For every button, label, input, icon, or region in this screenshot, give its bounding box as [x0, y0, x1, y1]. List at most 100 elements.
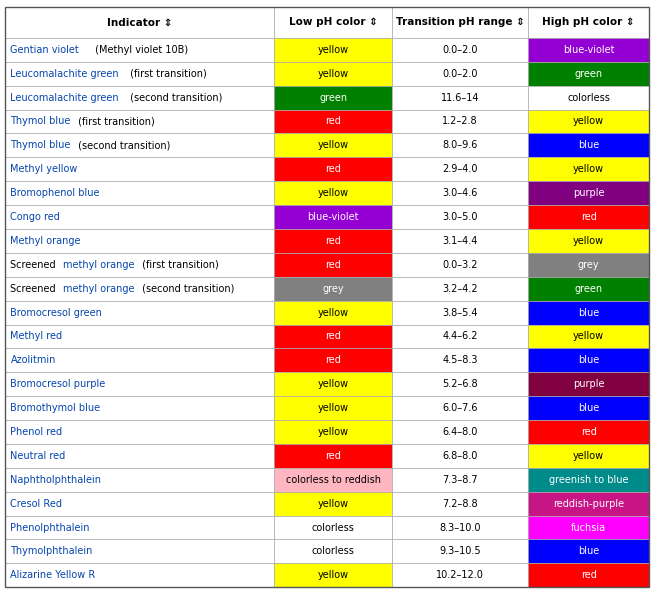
Text: blue: blue	[578, 140, 599, 150]
Text: Gentian violet: Gentian violet	[10, 45, 79, 55]
Text: purple: purple	[573, 379, 604, 389]
Bar	[5, 38, 274, 62]
Bar	[274, 205, 392, 229]
Text: yellow: yellow	[318, 403, 349, 413]
Bar	[392, 110, 528, 133]
Bar	[528, 62, 649, 86]
Text: blue: blue	[578, 308, 599, 317]
Bar	[274, 157, 392, 181]
Bar	[274, 253, 392, 276]
Text: yellow: yellow	[573, 451, 604, 461]
Bar	[5, 492, 274, 516]
Bar	[5, 86, 274, 110]
Text: Congo red: Congo red	[10, 212, 60, 222]
Bar	[274, 420, 392, 444]
Text: Thymol blue: Thymol blue	[10, 140, 71, 150]
Text: reddish-purple: reddish-purple	[553, 498, 624, 509]
Text: green: green	[319, 92, 347, 102]
Text: 4.5–8.3: 4.5–8.3	[443, 355, 478, 365]
Text: Phenolphthalein: Phenolphthalein	[10, 523, 90, 533]
Bar	[528, 420, 649, 444]
Bar	[528, 396, 649, 420]
Bar	[392, 420, 528, 444]
Text: 7.2–8.8: 7.2–8.8	[442, 498, 478, 509]
Bar	[392, 492, 528, 516]
Bar	[5, 229, 274, 253]
Bar	[528, 324, 649, 349]
Bar	[392, 539, 528, 564]
Text: red: red	[325, 117, 341, 127]
Bar	[274, 38, 392, 62]
Bar	[274, 349, 392, 372]
Text: fuchsia: fuchsia	[571, 523, 606, 533]
Text: 3.1–4.4: 3.1–4.4	[443, 236, 478, 246]
Text: 9.3–10.5: 9.3–10.5	[439, 546, 481, 556]
Bar	[274, 396, 392, 420]
Text: yellow: yellow	[318, 498, 349, 509]
Bar	[392, 516, 528, 539]
Bar	[392, 205, 528, 229]
Text: Low pH color ⇕: Low pH color ⇕	[288, 18, 377, 27]
Text: colorless: colorless	[567, 92, 610, 102]
Text: Neutral red: Neutral red	[10, 451, 65, 461]
Text: red: red	[581, 212, 596, 222]
Bar	[392, 349, 528, 372]
Bar	[5, 157, 274, 181]
Bar	[5, 205, 274, 229]
Text: 6.0–7.6: 6.0–7.6	[443, 403, 478, 413]
Text: yellow: yellow	[318, 188, 349, 198]
Bar	[528, 444, 649, 468]
Bar	[5, 349, 274, 372]
Text: 3.0–4.6: 3.0–4.6	[443, 188, 478, 198]
Text: yellow: yellow	[318, 570, 349, 580]
Bar	[392, 468, 528, 492]
Bar	[274, 86, 392, 110]
Bar	[5, 301, 274, 324]
Bar	[392, 229, 528, 253]
Text: yellow: yellow	[573, 117, 604, 127]
Bar	[274, 276, 392, 301]
Text: green: green	[574, 69, 602, 79]
Text: red: red	[325, 236, 341, 246]
Text: yellow: yellow	[573, 332, 604, 342]
Bar	[5, 420, 274, 444]
Bar	[528, 205, 649, 229]
Text: (second transition): (second transition)	[75, 140, 170, 150]
Bar	[5, 133, 274, 157]
Bar	[528, 133, 649, 157]
Bar	[392, 7, 528, 38]
Bar	[5, 253, 274, 276]
Text: Azolitmin: Azolitmin	[10, 355, 56, 365]
Bar	[274, 181, 392, 205]
Bar	[274, 468, 392, 492]
Text: yellow: yellow	[318, 140, 349, 150]
Bar	[274, 372, 392, 396]
Text: Thymolphthalein: Thymolphthalein	[10, 546, 93, 556]
Bar	[5, 372, 274, 396]
Text: grey: grey	[577, 260, 600, 270]
Bar	[528, 564, 649, 587]
Bar	[528, 516, 649, 539]
Bar	[528, 7, 649, 38]
Bar	[5, 396, 274, 420]
Bar	[5, 7, 274, 38]
Text: blue: blue	[578, 355, 599, 365]
Bar	[528, 276, 649, 301]
Text: Screened: Screened	[10, 260, 60, 270]
Bar	[528, 492, 649, 516]
Text: 6.8–8.0: 6.8–8.0	[443, 451, 478, 461]
Text: Indicator ⇕: Indicator ⇕	[107, 18, 173, 27]
Text: yellow: yellow	[318, 69, 349, 79]
Bar	[392, 86, 528, 110]
Text: Bromothymol blue: Bromothymol blue	[10, 403, 101, 413]
Text: 2.9–4.0: 2.9–4.0	[443, 164, 478, 174]
Text: 3.0–5.0: 3.0–5.0	[443, 212, 478, 222]
Text: 4.4–6.2: 4.4–6.2	[443, 332, 478, 342]
Text: green: green	[574, 284, 602, 294]
Bar	[528, 181, 649, 205]
Bar	[274, 444, 392, 468]
Text: 6.4–8.0: 6.4–8.0	[443, 427, 478, 437]
Bar	[528, 253, 649, 276]
Bar	[5, 110, 274, 133]
Text: colorless: colorless	[312, 546, 354, 556]
